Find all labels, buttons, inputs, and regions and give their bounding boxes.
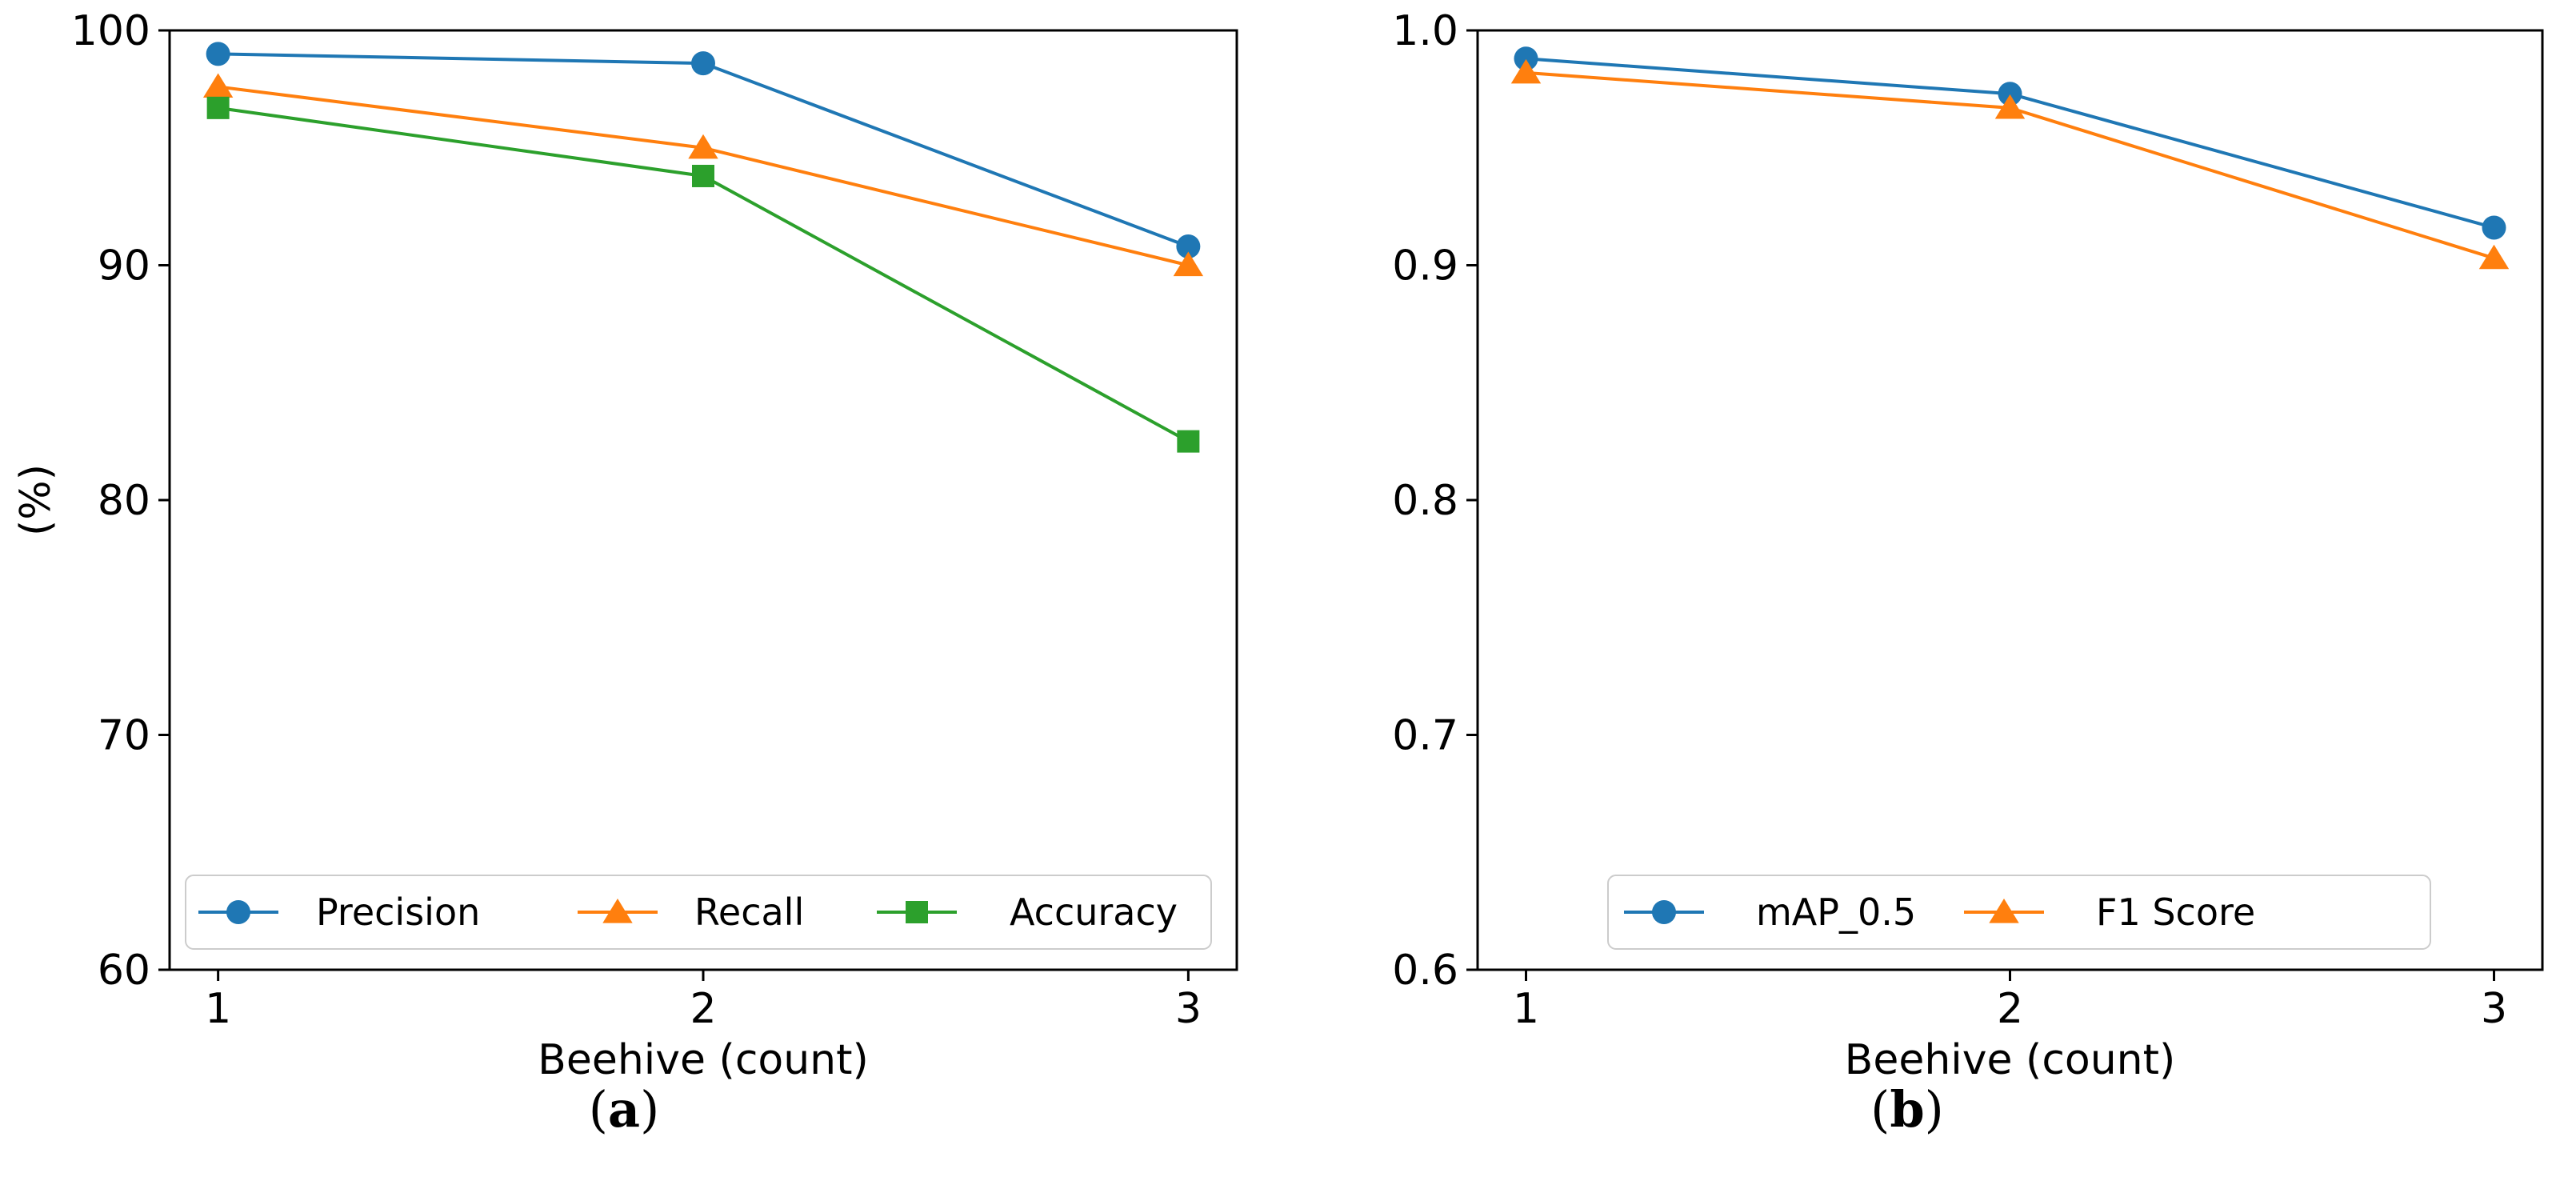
y-tick-label: 100 [71, 7, 150, 55]
data-point-map-0-5 [1514, 46, 1538, 71]
y-tick-label: 0.8 [1392, 477, 1458, 525]
legend-box [185, 875, 1212, 950]
legend-marker [226, 900, 250, 924]
y-tick-label: 0.7 [1392, 712, 1458, 760]
y-axis-label: (%) [12, 464, 60, 536]
legend-label: mAP_0.5 [1756, 891, 1916, 934]
y-tick-label: 80 [98, 477, 150, 525]
y-tick-label: 70 [98, 712, 150, 760]
data-point-precision [206, 42, 230, 66]
x-tick-label: 2 [1997, 985, 2023, 1033]
y-tick-label: 0.6 [1392, 947, 1458, 995]
y-tick-label: 0.9 [1392, 242, 1458, 290]
legend-label: Precision [316, 891, 480, 934]
data-point-f1-score [1994, 94, 2026, 119]
y-tick-label: 90 [98, 242, 150, 290]
data-point-f1-score [1510, 58, 1542, 84]
chart-a: 60 70 80 90 100 1 2 3 Beehive (count) (%) Precisio… [12, 7, 1238, 1139]
legend-marker [906, 901, 928, 923]
legend-marker [602, 899, 633, 923]
data-point-map-0-5 [2482, 215, 2506, 240]
x-tick-label: 3 [2481, 985, 2507, 1033]
legend-marker [1989, 899, 2019, 923]
panel-caption: (b) [1870, 1080, 1944, 1139]
legend-marker [1652, 900, 1676, 924]
data-point-accuracy [692, 164, 714, 187]
x-axis-label: Beehive (count) [1845, 1036, 2176, 1084]
x-tick-label: 1 [205, 985, 231, 1033]
data-point-precision [691, 51, 715, 76]
chart-b: 0.6 0.7 0.8 0.9 1.0 1 2 3 Beehive (count) mAP_0.5… [1392, 7, 2544, 1139]
legend-label: F1 Score [2096, 891, 2255, 934]
data-point-f1-score [2478, 244, 2510, 270]
data-point-recall [688, 134, 718, 159]
data-point-precision [1176, 234, 1201, 259]
x-tick-label: 1 [1513, 985, 1539, 1033]
x-axis-label: Beehive (count) [538, 1036, 869, 1084]
legend-label: Recall [694, 891, 804, 934]
x-tick-label: 3 [1175, 985, 1202, 1033]
legend-label: Accuracy [1010, 891, 1178, 934]
data-point-map-0-5 [1998, 82, 2022, 106]
x-tick-label: 2 [690, 985, 716, 1033]
data-point-recall [1173, 251, 1204, 277]
y-tick-label: 1.0 [1392, 7, 1458, 55]
data-point-recall [202, 73, 234, 98]
y-tick-label: 60 [98, 947, 150, 995]
plot-frame [1476, 29, 2544, 971]
data-point-accuracy [1177, 430, 1200, 453]
data-point-accuracy [206, 96, 230, 119]
panel-caption: (a) [589, 1080, 660, 1139]
